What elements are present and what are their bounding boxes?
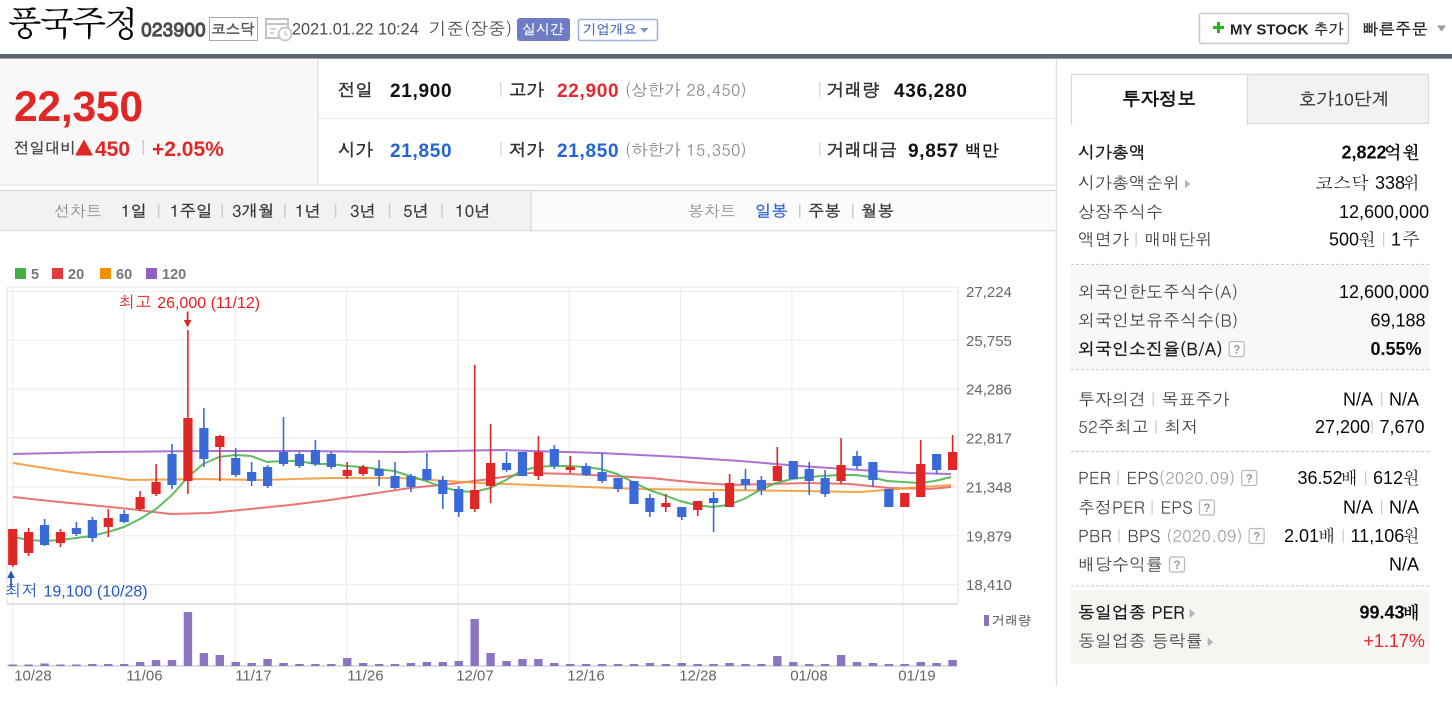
svg-text:36.52: 36.52 <box>1298 468 1343 488</box>
svg-text:12/07: 12/07 <box>456 668 494 685</box>
svg-text:12,600,000: 12,600,000 <box>1339 202 1429 222</box>
svg-text:338: 338 <box>1375 173 1405 193</box>
svg-text:1: 1 <box>1391 230 1401 250</box>
svg-text:MY STOCK: MY STOCK <box>1230 22 1309 39</box>
svg-text:22,900: 22,900 <box>557 81 619 102</box>
svg-text:2021.01.22 10:24: 2021.01.22 10:24 <box>292 21 419 39</box>
svg-text:21,900: 21,900 <box>390 81 452 102</box>
svg-text:20: 20 <box>68 267 84 283</box>
svg-text:11,106: 11,106 <box>1351 526 1405 546</box>
svg-text:11/26: 11/26 <box>347 668 383 685</box>
svg-text:01/08: 01/08 <box>790 668 828 685</box>
svg-text:N/A: N/A <box>1343 390 1373 410</box>
svg-text:12/28: 12/28 <box>679 668 717 685</box>
svg-text:27,200: 27,200 <box>1315 417 1370 437</box>
svg-text:+2.05%: +2.05% <box>152 138 224 161</box>
svg-text:12/16: 12/16 <box>567 668 605 685</box>
svg-text:19,879: 19,879 <box>966 528 1012 545</box>
svg-text:612: 612 <box>1373 468 1403 488</box>
svg-text:11/06: 11/06 <box>126 668 162 685</box>
svg-text:N/A: N/A <box>1389 555 1419 575</box>
svg-text:21,348: 21,348 <box>966 479 1012 496</box>
svg-text:N/A: N/A <box>1389 498 1419 518</box>
svg-text:?: ? <box>1253 532 1260 544</box>
svg-text:01/19: 01/19 <box>898 668 936 685</box>
svg-text:450: 450 <box>95 138 130 161</box>
svg-text:99.43: 99.43 <box>1360 603 1405 623</box>
svg-text:+1.17%: +1.17% <box>1363 631 1425 651</box>
svg-text:12,600,000: 12,600,000 <box>1339 282 1429 302</box>
svg-text:?: ? <box>1203 503 1210 515</box>
svg-text:11/17: 11/17 <box>235 668 271 685</box>
svg-text:500: 500 <box>1329 230 1359 250</box>
svg-text:N/A: N/A <box>1343 498 1373 518</box>
svg-text:18,410: 18,410 <box>966 577 1012 594</box>
svg-text:436,280: 436,280 <box>894 81 968 102</box>
svg-text:27,224: 27,224 <box>966 284 1012 301</box>
svg-text:69,188: 69,188 <box>1371 311 1426 331</box>
svg-text:10/28: 10/28 <box>14 668 52 685</box>
svg-text:24,286: 24,286 <box>966 382 1012 399</box>
svg-text:120: 120 <box>162 267 186 283</box>
svg-text:9,857: 9,857 <box>908 141 959 162</box>
svg-text:2.01: 2.01 <box>1284 526 1319 546</box>
svg-text:N/A: N/A <box>1389 390 1419 410</box>
svg-text:5: 5 <box>31 267 39 283</box>
svg-text:?: ? <box>1233 345 1240 357</box>
svg-text:19,100 (10/28): 19,100 (10/28) <box>44 583 148 600</box>
svg-text:60: 60 <box>116 267 132 283</box>
svg-text:10: 10 <box>1334 90 1354 110</box>
svg-text:22,350: 22,350 <box>14 84 143 131</box>
svg-text:?: ? <box>1246 474 1253 486</box>
svg-text:22,817: 22,817 <box>966 431 1012 448</box>
svg-text:26,000 (11/12): 26,000 (11/12) <box>157 295 260 312</box>
svg-text:25,755: 25,755 <box>966 333 1012 350</box>
svg-text:0.55%: 0.55% <box>1371 339 1422 359</box>
svg-text:21,850: 21,850 <box>390 141 452 162</box>
svg-text:7,670: 7,670 <box>1380 417 1425 437</box>
svg-text:2,822: 2,822 <box>1342 143 1387 163</box>
svg-text:?: ? <box>1174 560 1181 572</box>
svg-text:21,850: 21,850 <box>557 141 619 162</box>
